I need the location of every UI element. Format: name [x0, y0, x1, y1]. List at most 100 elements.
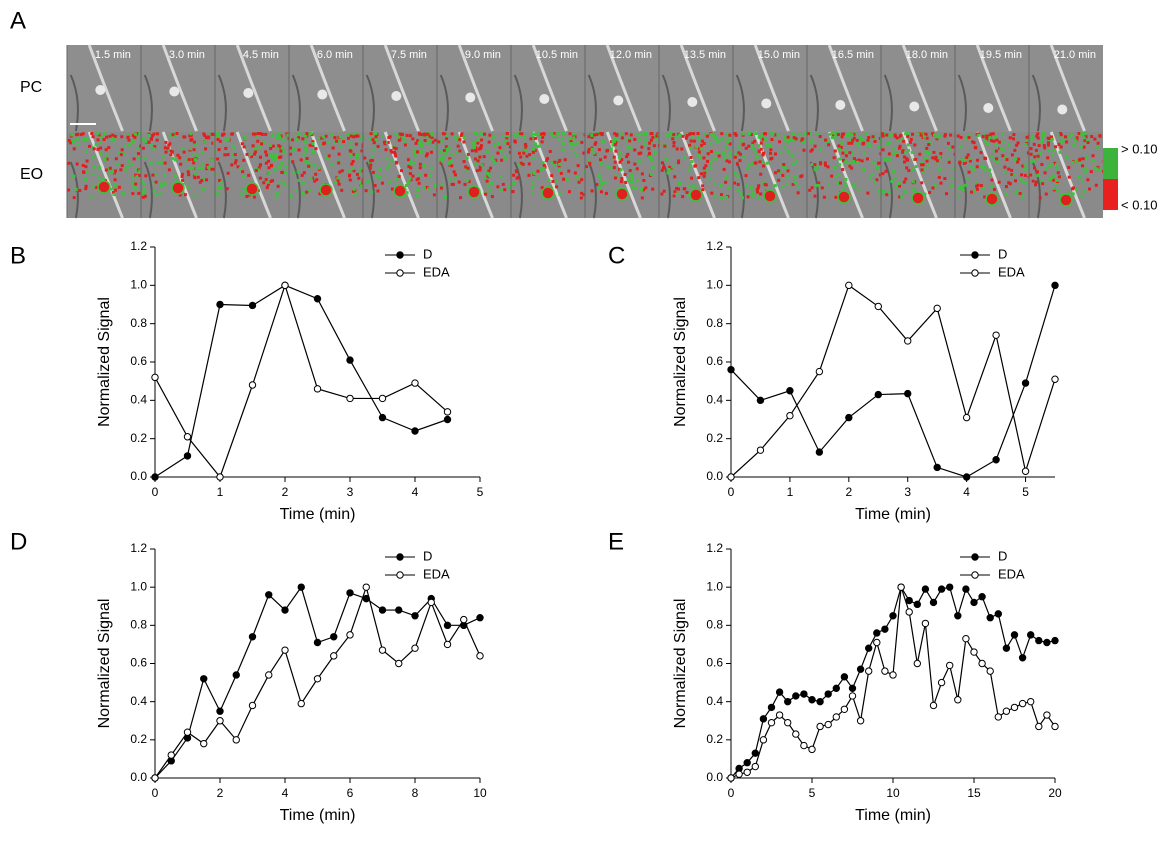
data-point	[946, 583, 954, 591]
signal-pixel	[567, 169, 571, 173]
signal-pixel	[701, 184, 705, 188]
signal-pixel	[363, 156, 367, 160]
signal-pixel	[785, 167, 789, 171]
signal-pixel	[352, 187, 356, 191]
data-point	[929, 701, 938, 710]
signal-pixel	[887, 190, 891, 194]
signal-pixel	[477, 147, 481, 151]
vesicle	[613, 95, 624, 106]
signal-pixel	[248, 153, 252, 157]
signal-pixel	[983, 168, 987, 172]
signal-pixel	[278, 165, 282, 169]
micrograph-frame: 19.5 min	[954, 44, 1032, 219]
cell-edge	[383, 44, 420, 132]
vesicle-signal	[97, 180, 111, 194]
signal-pixel	[505, 137, 509, 141]
signal-pixel	[154, 180, 158, 184]
signal-pixel	[1041, 182, 1045, 186]
vesicle	[835, 100, 846, 110]
signal-pixel	[690, 176, 694, 180]
signal-pixel	[302, 153, 306, 157]
signal-pixel	[126, 135, 130, 139]
signal-pixel	[1007, 167, 1011, 171]
signal-pixel	[1067, 175, 1071, 179]
signal-pixel	[846, 134, 850, 138]
signal-pixel	[419, 150, 423, 154]
signal-pixel	[134, 187, 138, 191]
signal-pixel	[503, 188, 507, 192]
signal-pixel	[1036, 136, 1040, 140]
signal-pixel	[786, 140, 790, 144]
signal-pixel	[480, 163, 484, 167]
signal-pixel	[163, 146, 167, 150]
signal-pixel	[304, 147, 308, 151]
signal-pixel	[599, 190, 603, 194]
signal-pixel	[985, 134, 989, 138]
signal-pixel	[840, 135, 844, 139]
signal-pixel	[970, 190, 974, 194]
signal-pixel	[534, 133, 538, 137]
signal-pixel	[990, 155, 994, 159]
signal-pixel	[883, 157, 887, 161]
signal-pixel	[514, 169, 518, 173]
signal-pixel	[871, 172, 875, 176]
signal-pixel	[995, 160, 999, 164]
signal-pixel	[1002, 140, 1006, 144]
signal-pixel	[222, 132, 226, 136]
data-point	[904, 389, 912, 398]
signal-pixel	[826, 183, 830, 187]
signal-pixel	[191, 158, 195, 162]
signal-pixel	[230, 132, 234, 136]
signal-pixel	[694, 145, 698, 149]
x-tick-label: 3	[347, 485, 354, 499]
cell-edge	[587, 74, 597, 132]
signal-pixel	[587, 158, 591, 162]
data-point	[756, 396, 765, 405]
signal-pixel	[587, 135, 591, 139]
signal-pixel	[274, 155, 278, 159]
signal-pixel	[347, 174, 351, 178]
y-axis-title: Normalized Signal	[96, 297, 113, 427]
signal-pixel	[376, 144, 380, 148]
signal-pixel	[957, 194, 961, 198]
signal-pixel	[868, 175, 872, 179]
data-point	[970, 648, 978, 656]
signal-pixel	[279, 149, 283, 153]
phase-contrast-image	[733, 45, 807, 132]
signal-pixel	[147, 140, 151, 144]
signal-pixel	[490, 156, 494, 160]
signal-pixel	[573, 171, 577, 175]
signal-pixel	[1081, 164, 1085, 168]
signal-pixel	[496, 151, 500, 155]
signal-pixel	[900, 137, 904, 141]
signal-pixel	[393, 152, 397, 156]
signal-pixel	[629, 146, 633, 150]
signal-pixel	[913, 143, 917, 147]
signal-pixel	[82, 170, 86, 174]
signal-pixel	[781, 185, 785, 189]
signal-pixel	[108, 134, 112, 138]
colorbar-green	[1103, 148, 1118, 179]
cell-edge	[975, 131, 1012, 219]
signal-pixel	[540, 140, 544, 144]
signal-pixel	[838, 163, 842, 167]
signal-pixel	[1029, 173, 1033, 177]
signal-pixel	[192, 140, 196, 144]
signal-pixel	[416, 177, 420, 181]
y-tick-label: 0.4	[706, 393, 723, 407]
signal-pixel	[438, 157, 442, 161]
signal-pixel	[722, 167, 726, 171]
signal-pixel	[841, 158, 845, 162]
signal-pixel	[217, 185, 221, 189]
signal-pixel	[701, 188, 705, 192]
signal-pixel	[1074, 159, 1078, 163]
x-tick-label: 10	[886, 786, 900, 800]
signal-pixel	[997, 140, 1001, 144]
micrograph-frame: 10.5 min	[510, 44, 588, 219]
time-label: 18.0 min	[906, 49, 948, 61]
signal-pixel	[251, 144, 255, 148]
time-label: 19.5 min	[980, 49, 1022, 61]
signal-pixel	[282, 182, 286, 186]
cell-edge	[883, 161, 893, 219]
signal-pixel	[686, 193, 690, 197]
